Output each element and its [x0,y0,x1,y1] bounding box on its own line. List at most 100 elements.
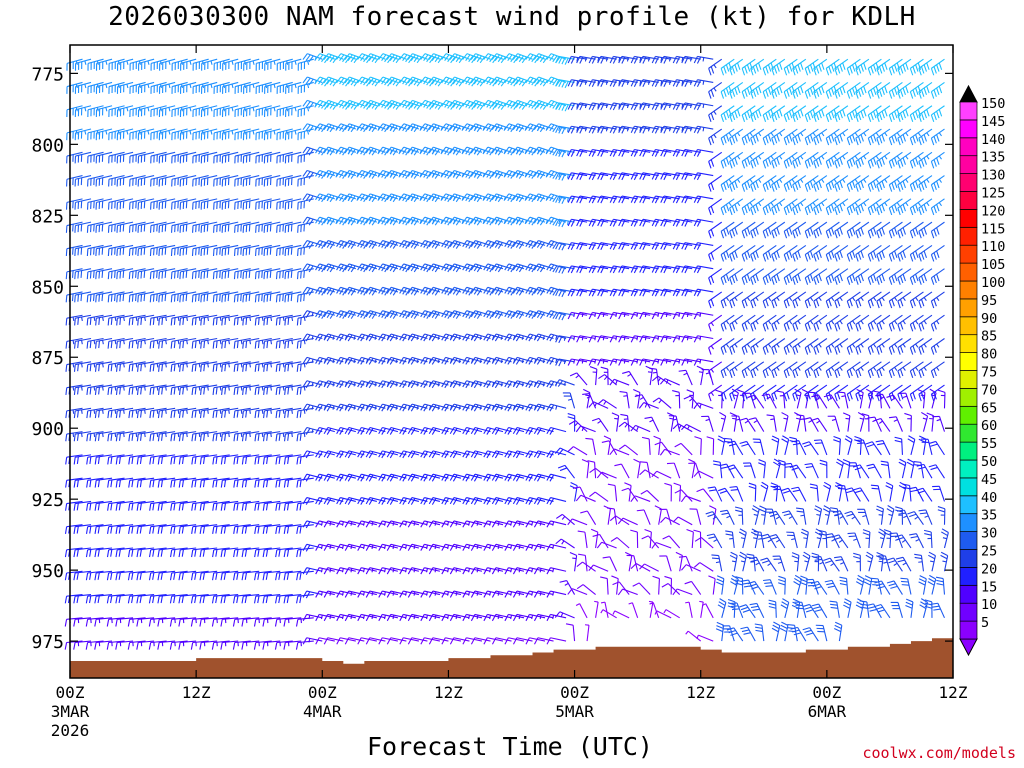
y-tick-label: 950 [31,561,64,582]
wind-barb [241,454,260,465]
wind-barb [169,593,188,604]
wind-barb [222,58,239,71]
wind-barb [87,58,104,71]
wind-barb [191,384,209,395]
wind-barb [470,310,491,319]
wind-barb [241,431,260,442]
wind-barb [108,105,125,118]
credit-link[interactable]: coolwx.com/models [862,744,1016,762]
wind-barb [94,547,113,558]
wind-barb [221,244,239,257]
colorbar-swatch [959,191,978,210]
wind-barb [115,431,134,442]
wind-barb [116,244,134,257]
wind-barb [137,175,155,187]
wind-barb [179,361,197,372]
wind-barb [243,58,260,71]
wind-barb [178,570,197,581]
wind-barb [241,640,260,650]
wind-barb [365,286,386,296]
x-tick-label: 00Z [308,683,337,702]
wind-barb [158,198,176,210]
wind-barb [233,384,251,395]
wind-barb [470,613,491,622]
wind-barb [95,58,113,71]
wind-barb [283,500,302,511]
colorbar-swatch [959,620,978,640]
wind-barb [149,477,167,488]
wind-barb [255,58,272,71]
wind-barb [262,570,281,581]
wind-barb [302,520,323,529]
wind-barb [157,431,176,442]
wind-barb [191,314,209,326]
colorbar-label: 90 [981,311,997,327]
wind-barb [171,175,188,187]
wind-barb [344,590,365,598]
wind-barb [128,524,146,534]
wind-barb [199,524,218,534]
wind-barb [107,337,125,349]
wind-barb [86,361,104,372]
wind-barb [344,613,365,622]
wind-barb [296,361,314,372]
wind-barb [262,500,281,511]
colorbar-label: 5 [981,615,989,631]
wind-barb [137,268,155,280]
wind-barb [232,640,251,650]
wind-barb [491,193,512,203]
wind-barb [275,431,293,442]
wind-barb [180,58,197,71]
wind-barb [212,431,230,442]
wind-barb [274,640,293,650]
wind-barb [263,291,281,303]
wind-barb [491,286,512,296]
wind-barb [178,593,197,604]
wind-barb [86,431,104,442]
wind-barb [200,198,218,210]
wind-barb [275,268,293,280]
wind-barb [115,477,134,488]
wind-barb [137,81,155,94]
wind-barb [296,547,314,558]
wind-barb [263,361,281,372]
wind-barb [149,291,167,303]
wind-barb [449,240,470,249]
wind-barb [212,268,230,280]
wind-barb [136,407,155,419]
wind-barb [127,593,146,604]
wind-barb [116,291,134,303]
wind-barb [315,263,335,273]
wind-barb [179,268,197,280]
wind-barb [149,454,167,465]
y-tick-label: 925 [31,490,64,511]
wind-barb [470,567,491,575]
wind-barb [221,105,239,118]
wind-barb [365,450,386,459]
colorbar-bottom-arrow [959,638,978,657]
wind-barb [86,268,104,280]
wind-barb [365,216,386,226]
wind-barb [407,426,428,435]
wind-barb [220,640,239,650]
wind-barb [344,356,365,365]
wind-barb [115,407,134,419]
wind-barb [263,337,281,349]
wind-barb [107,268,125,280]
wind-barb [106,570,125,581]
wind-barb [149,384,167,395]
wind-barb [365,193,386,203]
wind-barb [241,477,260,488]
wind-barb [323,473,344,482]
wind-barb [220,570,239,581]
wind-barb [73,570,92,581]
wind-barb [158,105,176,118]
wind-barb [323,497,344,505]
colorbar-swatch [959,459,978,479]
wind-barb [200,221,218,233]
wind-barb [233,454,251,465]
colorbar-swatch [959,477,978,497]
wind-barb [323,216,344,226]
wind-barb [158,221,176,233]
wind-barb [386,356,407,365]
